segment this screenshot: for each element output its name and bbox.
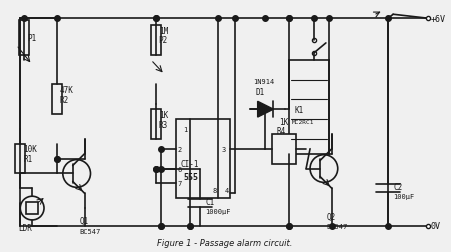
Text: C2: C2 (393, 182, 402, 191)
Text: 3: 3 (222, 146, 226, 152)
Text: 2: 2 (178, 146, 182, 152)
Text: 1000μF: 1000μF (205, 208, 231, 214)
Text: 100μF: 100μF (393, 194, 414, 199)
FancyBboxPatch shape (52, 85, 62, 115)
FancyBboxPatch shape (19, 21, 29, 55)
Text: 4: 4 (225, 187, 229, 194)
Text: R3: R3 (159, 120, 168, 129)
Text: Q1: Q1 (80, 216, 89, 226)
Text: P1: P1 (27, 34, 37, 43)
Text: 6: 6 (178, 166, 182, 172)
Text: +6V: +6V (431, 15, 446, 24)
Text: 1N914: 1N914 (253, 79, 274, 85)
FancyBboxPatch shape (15, 144, 25, 174)
Polygon shape (258, 102, 273, 118)
Text: R4: R4 (276, 127, 285, 136)
Text: 47K: 47K (60, 86, 74, 94)
Text: P2: P2 (159, 36, 168, 45)
FancyBboxPatch shape (26, 202, 38, 214)
Text: C1: C1 (205, 197, 215, 206)
FancyBboxPatch shape (175, 120, 230, 198)
FancyBboxPatch shape (272, 134, 296, 164)
Text: 8: 8 (212, 187, 216, 194)
Text: 0V: 0V (431, 222, 441, 231)
Text: R1: R1 (23, 154, 32, 164)
Text: Q2: Q2 (327, 212, 336, 220)
FancyBboxPatch shape (151, 26, 161, 55)
Text: 7: 7 (178, 181, 182, 187)
Text: 1M: 1M (159, 26, 168, 36)
Text: R2: R2 (60, 96, 69, 104)
Text: K1: K1 (294, 105, 304, 114)
Text: CI-1: CI-1 (180, 160, 199, 168)
Text: BC547: BC547 (327, 223, 348, 229)
Text: 10K: 10K (23, 145, 37, 154)
Text: 1K: 1K (159, 110, 168, 119)
Text: 1: 1 (184, 127, 188, 133)
Text: MC2RC1: MC2RC1 (291, 119, 314, 124)
Text: BC547: BC547 (80, 228, 101, 234)
Text: Figure 1 - Passage alarm circuit.: Figure 1 - Passage alarm circuit. (157, 238, 293, 247)
Text: D1: D1 (256, 87, 265, 97)
Text: 1K: 1K (280, 117, 289, 126)
FancyBboxPatch shape (289, 60, 329, 154)
Text: LDR: LDR (18, 224, 32, 232)
Text: 555: 555 (184, 172, 198, 181)
FancyBboxPatch shape (151, 110, 161, 139)
